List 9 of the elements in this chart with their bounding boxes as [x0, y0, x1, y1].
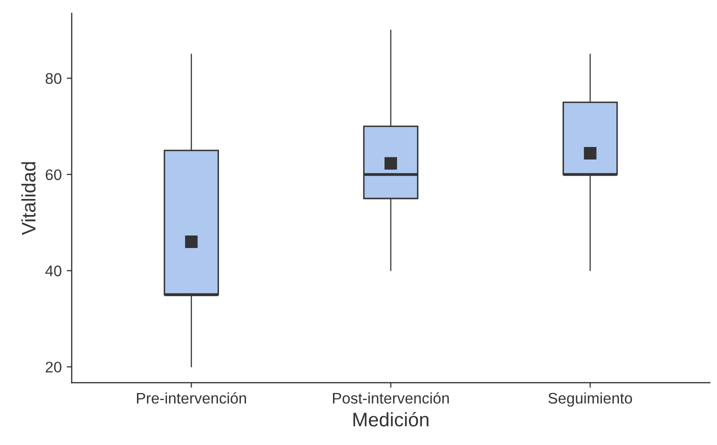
x-tick-label: Pre-intervención [136, 392, 246, 404]
x-axis-title: Medición [353, 412, 428, 426]
x-tick-label: Seguimiento [548, 392, 632, 407]
y-tick-label: 60 [46, 169, 62, 180]
y-tick-label: 40 [45, 266, 62, 276]
y-axis-title: Vitalidad [21, 162, 36, 236]
y-tick-label: 80 [46, 73, 62, 84]
x-tick-label: Post-intervención [333, 392, 449, 404]
y-tick-label: 20 [46, 362, 62, 373]
